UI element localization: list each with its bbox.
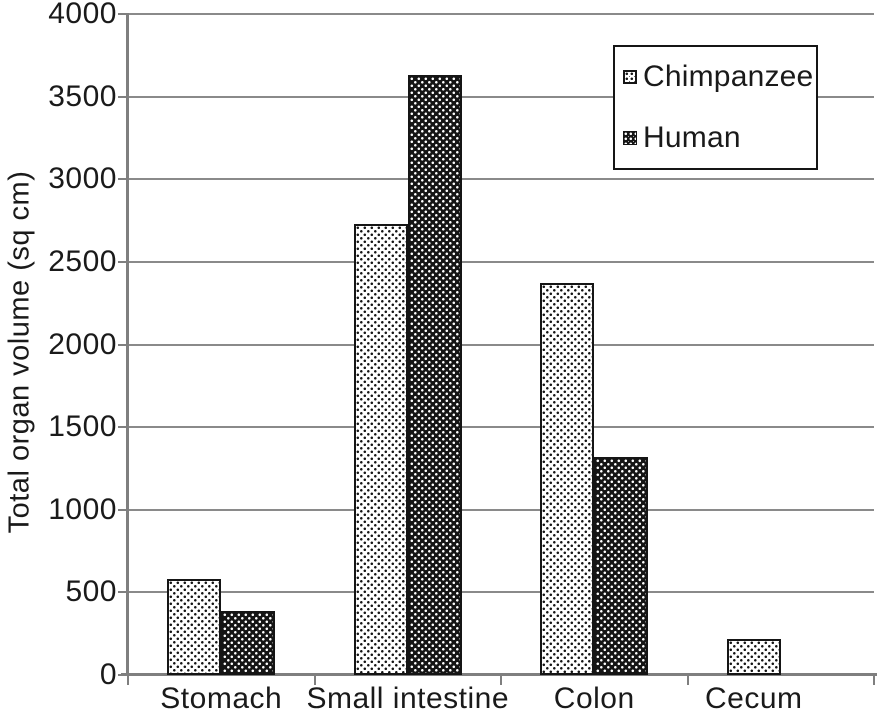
bar-chimpanzee-small-intestine [353, 223, 408, 675]
y-tick-3500 [118, 95, 127, 98]
x-axis-label-colon: Colon [553, 682, 635, 715]
y-tick-label-1000: 1000 [48, 492, 117, 526]
gridline-500 [128, 591, 874, 594]
x-tick-0 [127, 676, 129, 685]
bar-chimpanzee-cecum [726, 638, 781, 675]
y-tick-label-3500: 3500 [48, 79, 117, 113]
gridline-1500 [128, 426, 874, 429]
x-axis-line [121, 673, 877, 676]
legend-label-chimpanzee: Chimpanzee [643, 60, 814, 94]
y-tick-500 [118, 591, 127, 594]
gridline-4000 [128, 13, 874, 15]
y-tick-label-4000: 4000 [48, 0, 117, 30]
gridline-2000 [128, 343, 874, 346]
x-axis-label-stomach: Stomach [160, 682, 283, 715]
y-tick-4000 [118, 13, 127, 15]
chimpanzee-pattern-swatch-icon [623, 70, 637, 85]
y-tick-1500 [118, 426, 127, 429]
x-tick-2 [500, 676, 502, 685]
x-tick-4 [873, 676, 875, 685]
gridline-1000 [128, 508, 874, 511]
legend-label-human: Human [643, 120, 741, 154]
bar-human-colon [594, 456, 649, 675]
gridline-2500 [128, 260, 874, 263]
x-axis-label-cecum: Cecum [704, 682, 803, 715]
y-tick-label-2000: 2000 [48, 327, 117, 361]
y-tick-3000 [118, 178, 127, 181]
human-pattern-swatch-icon [623, 130, 637, 145]
y-tick-2000 [118, 343, 127, 346]
y-tick-2500 [118, 260, 127, 263]
y-axis-line [126, 13, 129, 676]
x-axis-label-small-intestine: Small intestine [306, 682, 510, 715]
y-tick-0 [118, 674, 127, 676]
bar-human-stomach [221, 611, 276, 675]
y-tick-label-2500: 2500 [48, 244, 117, 278]
bar-human-small-intestine [407, 75, 462, 675]
legend: Chimpanzee Human [613, 45, 818, 170]
y-tick-label-1500: 1500 [48, 410, 117, 444]
x-tick-3 [686, 676, 689, 685]
legend-item-chimpanzee: Chimpanzee [615, 62, 816, 92]
y-tick-label-3000: 3000 [48, 162, 117, 196]
gridline-3500 [128, 95, 874, 98]
y-tick-label-0: 0 [99, 658, 117, 691]
y-tick-label-500: 500 [65, 575, 117, 609]
gridline-3000 [128, 178, 874, 181]
y-tick-1000 [118, 508, 127, 511]
bar-chimpanzee-colon [540, 283, 595, 675]
x-tick-1 [313, 676, 316, 685]
bar-chimpanzee-stomach [167, 579, 222, 675]
plot-area [128, 13, 874, 675]
legend-item-human: Human [615, 120, 816, 154]
